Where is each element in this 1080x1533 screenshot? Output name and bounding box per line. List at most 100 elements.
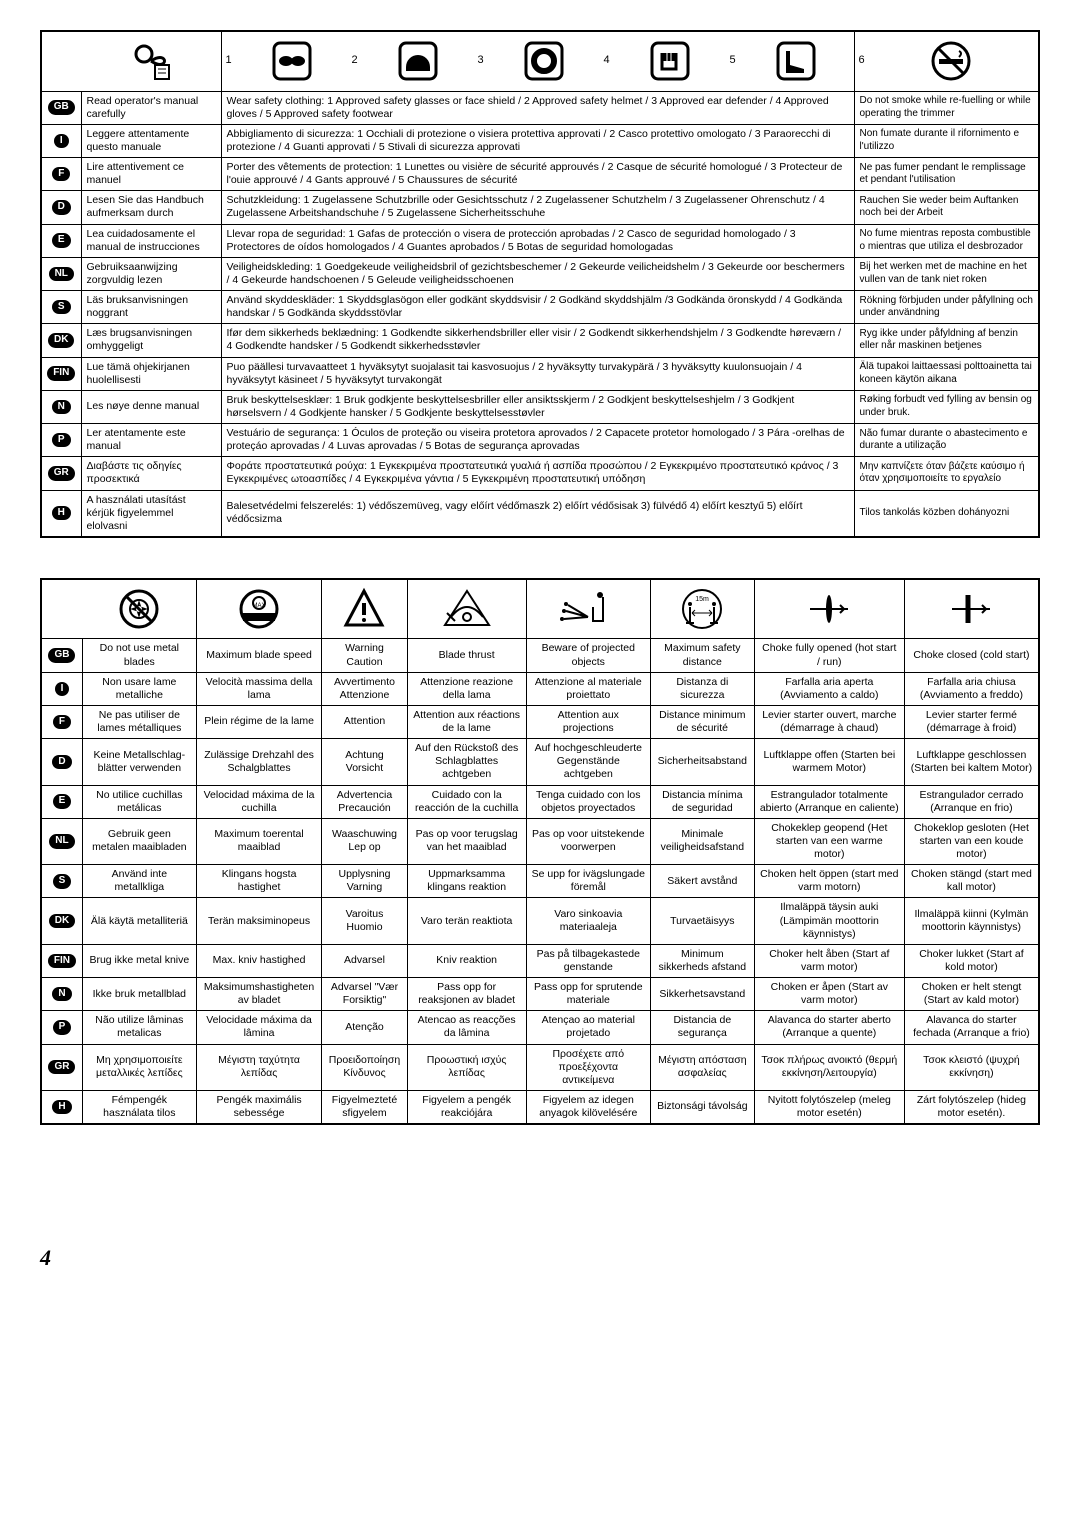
table-row: NIkke bruk metallbladMaksimumshastighete… — [41, 978, 1039, 1011]
cell: Auf den Rückstoß des Schlagblattes achtg… — [407, 739, 526, 785]
cell: Uppmarksamma klingans reaktion — [407, 865, 526, 898]
cell: Varo terän reaktiota — [407, 898, 526, 944]
cell: Não utilize lâminas metalicas — [82, 1011, 196, 1044]
lang-badge: DK — [49, 914, 75, 929]
ear-icon — [524, 41, 564, 81]
cell: No utilice cuchillas metálicas — [82, 785, 196, 818]
cell: Zulässige Drehzahl des Schalgblattes — [196, 739, 322, 785]
no-smoke-icon — [929, 39, 973, 83]
cell: Ilmaläppä kiinni (Kylmän moottorin käynn… — [904, 898, 1039, 944]
table-row: NLGebruiksaanwijzing zorgvuldig lezenVei… — [41, 257, 1039, 290]
cell: Choken helt öppen (start med varm motorn… — [754, 865, 904, 898]
glasses-icon — [272, 41, 312, 81]
table-row: PNão utilize lâminas metalicasVelocidade… — [41, 1011, 1039, 1044]
cell: Minimale veiligheidsafstand — [650, 818, 754, 864]
lang-badge: NL — [49, 834, 74, 849]
cell: Choken er helt stengt (Start av kald mot… — [904, 978, 1039, 1011]
icon-num-3: 3 — [478, 54, 484, 68]
manual-icon — [129, 39, 173, 83]
cell: Waaschuwing Lep op — [322, 818, 407, 864]
cell: Do not smoke while re-fuelling or while … — [854, 91, 1039, 124]
cell: Balesetvédelmi felszerelés: 1) védőszemü… — [221, 490, 854, 537]
cell: Lea cuidadosamente el manual de instrucc… — [81, 224, 221, 257]
cell: Minimum sikkerheds afstand — [650, 944, 754, 977]
table-row: FINBrug ikke metal kniveMax. kniv hastig… — [41, 944, 1039, 977]
lang-badge: S — [53, 874, 72, 889]
cell: Velocidad máxima de la cuchilla — [196, 785, 322, 818]
table-row: DKeine Metallschlag-blätter verwendenZul… — [41, 739, 1039, 785]
lang-badge: E — [53, 794, 72, 809]
cell: Pengék maximális sebessége — [196, 1090, 322, 1124]
cell: Maximum blade speed — [196, 639, 322, 672]
page-number: 4 — [40, 1245, 1040, 1271]
cell: Choker lukket (Start af kold motor) — [904, 944, 1039, 977]
cell: Attention — [322, 705, 407, 738]
cell: Chokeklop gesloten (Het starten van een … — [904, 818, 1039, 864]
table-row: GRΜη χρησιμοποιείτε μεταλλικές λεπίδεςΜέ… — [41, 1044, 1039, 1090]
cell: Προωστική ισχύς λεπίδας — [407, 1044, 526, 1090]
cell: Choke closed (cold start) — [904, 639, 1039, 672]
svg-text:MAX: MAX — [253, 603, 266, 609]
cell: Luftklappe offen (Starten bei warmem Mot… — [754, 739, 904, 785]
cell: Vestuário de segurança: 1 Óculos de prot… — [221, 424, 854, 457]
cell: Pas op voor uitstekende voorwerpen — [526, 818, 650, 864]
cell: Pas på tilbagekastede genstande — [526, 944, 650, 977]
cell: Choker helt åben (Start af varm motor) — [754, 944, 904, 977]
cell: Använd inte metallkliga — [82, 865, 196, 898]
helmet-icon — [398, 41, 438, 81]
lang-badge: FIN — [47, 366, 75, 381]
cell: Bruk beskyttelsesklær: 1 Bruk godkjente … — [221, 390, 854, 423]
cell: Lesen Sie das Handbuch aufmerksam durch — [81, 191, 221, 224]
cell: Rökning förbjuden under påfyllning och u… — [854, 291, 1039, 324]
cell: Turvaetäisyys — [650, 898, 754, 944]
cell: Atençao ao material projetado — [526, 1011, 650, 1044]
boots-icon — [776, 41, 816, 81]
cell: Não fumar durante o abastecimento e dura… — [854, 424, 1039, 457]
icon-num-6: 6 — [859, 54, 865, 68]
projected-objects-icon — [558, 587, 618, 631]
cell: Μέγιστη ταχύτητα λεπίδας — [196, 1044, 322, 1090]
cell: Gebruiksaanwijzing zorgvuldig lezen — [81, 257, 221, 290]
cell: Choken er åpen (Start av varm motor) — [754, 978, 904, 1011]
lang-badge: GR — [48, 1060, 75, 1075]
lang-badge: P — [53, 1020, 72, 1035]
cell: Schutzkleidung: 1 Zugelassene Schutzbril… — [221, 191, 854, 224]
lang-badge: N — [52, 400, 71, 415]
cell: Μην καπνίζετε όταν βάζετε καύσιμο ή όταν… — [854, 457, 1039, 490]
cell: Non fumate durante il rifornimento e l'u… — [854, 124, 1039, 157]
cell: Farfalla aria chiusa (Avviamento a fredd… — [904, 672, 1039, 705]
cell: Attenzione al materiale proiettato — [526, 672, 650, 705]
icon-num-1: 1 — [226, 54, 232, 68]
lang-badge: GB — [48, 648, 75, 663]
cell: Fémpengék használata tilos — [82, 1090, 196, 1124]
blade-thrust-icon — [441, 587, 493, 631]
cell: Avvertimento Attenzione — [322, 672, 407, 705]
table-row: DLesen Sie das Handbuch aufmerksam durch… — [41, 191, 1039, 224]
cell: Auf hochgeschleuderte Gegenstände achtge… — [526, 739, 650, 785]
safety-distance-icon: 15m — [676, 587, 728, 631]
lang-badge: N — [52, 987, 71, 1002]
table-row: GRΔιαβάστε τις οδηγίες προσεκτικάΦοράτε … — [41, 457, 1039, 490]
cell: Do not use metal blades — [82, 639, 196, 672]
cell: Lire attentivement ce manuel — [81, 158, 221, 191]
table-row: GBRead operator's manual carefullyWear s… — [41, 91, 1039, 124]
cell: Choken stängd (start med kall motor) — [904, 865, 1039, 898]
cell: Velocità massima della lama — [196, 672, 322, 705]
cell: Plein régime de la lame — [196, 705, 322, 738]
table-row: P Ler atentamente este manualVestuário de… — [41, 424, 1039, 457]
cell: Μέγιστη απόσταση ασφαλείας — [650, 1044, 754, 1090]
cell: No fume mientras reposta combustible o m… — [854, 224, 1039, 257]
cell: Cuidado con la reacción de la cuchilla — [407, 785, 526, 818]
cell: Keine Metallschlag-blätter verwenden — [82, 739, 196, 785]
cell: Brug ikke metal knive — [82, 944, 196, 977]
lang-badge: H — [52, 506, 71, 521]
cell: Tilos tankolás közben dohányozni — [854, 490, 1039, 537]
lang-badge: NL — [49, 267, 74, 282]
lang-badge: F — [52, 167, 70, 182]
lang-badge: I — [54, 134, 69, 149]
cell: Ler atentamente este manual — [81, 424, 221, 457]
cell: Sicherheitsabstand — [650, 739, 754, 785]
cell: Läs bruksanvisningen noggrant — [81, 291, 221, 324]
lang-badge: P — [52, 433, 71, 448]
cell: Wear safety clothing: 1 Approved safety … — [221, 91, 854, 124]
